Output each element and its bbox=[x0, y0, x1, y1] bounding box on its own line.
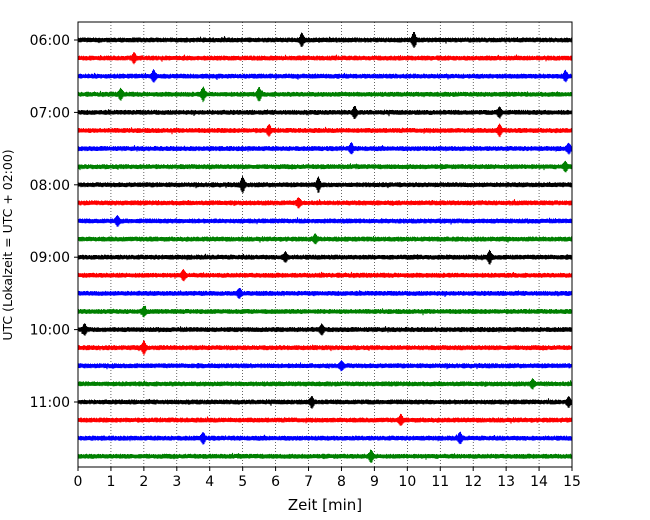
trace-0845 bbox=[77, 233, 573, 245]
trace-0615 bbox=[77, 52, 573, 65]
x-tick-label: 5 bbox=[238, 474, 247, 490]
plot-frame bbox=[77, 21, 573, 468]
trace-1115 bbox=[77, 413, 573, 426]
trace-1015 bbox=[77, 340, 573, 356]
trace-1045 bbox=[77, 378, 573, 390]
x-tick-label: 15 bbox=[563, 474, 581, 490]
trace-0930 bbox=[77, 287, 573, 299]
trace-0830 bbox=[77, 215, 573, 227]
trace-0815 bbox=[77, 197, 573, 209]
trace-1000 bbox=[77, 323, 573, 336]
x-tick-label: 4 bbox=[205, 474, 214, 490]
trace-0715 bbox=[77, 123, 573, 138]
y-axis: 06:00 07:00 08:00 09:00 10:00 11:00 bbox=[30, 33, 78, 411]
x-tick-label: 2 bbox=[139, 474, 148, 490]
x-tick-label: 10 bbox=[398, 474, 416, 490]
x-tick-label: 7 bbox=[304, 474, 313, 490]
x-tick-label: 9 bbox=[370, 474, 379, 490]
y-tick-label: 09:00 bbox=[30, 250, 70, 266]
x-tick-label: 8 bbox=[337, 474, 346, 490]
trace-1030 bbox=[77, 360, 573, 372]
x-axis-label: Zeit [min] bbox=[288, 496, 362, 514]
x-tick-label: 6 bbox=[271, 474, 280, 490]
trace-0900 bbox=[77, 249, 573, 265]
trace-1130 bbox=[77, 431, 573, 445]
x-tick-label: 1 bbox=[106, 474, 115, 490]
vertical-gridlines bbox=[110, 22, 540, 467]
y-tick-label: 11:00 bbox=[30, 395, 70, 411]
x-tick-label: 11 bbox=[431, 474, 449, 490]
x-tick-label: 12 bbox=[464, 474, 482, 490]
trace-0600 bbox=[77, 31, 573, 48]
trace-0645 bbox=[77, 86, 573, 103]
y-tick-label: 06:00 bbox=[30, 33, 70, 49]
x-tick-label: 13 bbox=[497, 474, 515, 490]
y-axis-label: UTC (Lokalzeit = UTC + 02:00) bbox=[0, 149, 15, 340]
trace-0730 bbox=[77, 142, 573, 155]
x-axis: 0 1 2 3 4 5 6 7 8 9 10 11 12 13 14 15 bbox=[74, 467, 581, 490]
trace-0915 bbox=[77, 269, 573, 282]
trace-group bbox=[77, 31, 573, 464]
trace-0745 bbox=[77, 160, 573, 173]
y-tick-label: 08:00 bbox=[30, 178, 70, 194]
trace-1100 bbox=[77, 396, 573, 409]
trace-1145 bbox=[77, 449, 573, 464]
y-tick-label: 07:00 bbox=[30, 105, 70, 121]
x-tick-label: 3 bbox=[172, 474, 181, 490]
y-tick-label: 10:00 bbox=[30, 323, 70, 339]
x-tick-label: 0 bbox=[74, 474, 83, 490]
trace-0630 bbox=[77, 69, 573, 83]
trace-0945 bbox=[77, 305, 573, 318]
trace-0700 bbox=[77, 105, 573, 119]
trace-0800 bbox=[77, 176, 573, 194]
x-tick-label: 14 bbox=[530, 474, 548, 490]
